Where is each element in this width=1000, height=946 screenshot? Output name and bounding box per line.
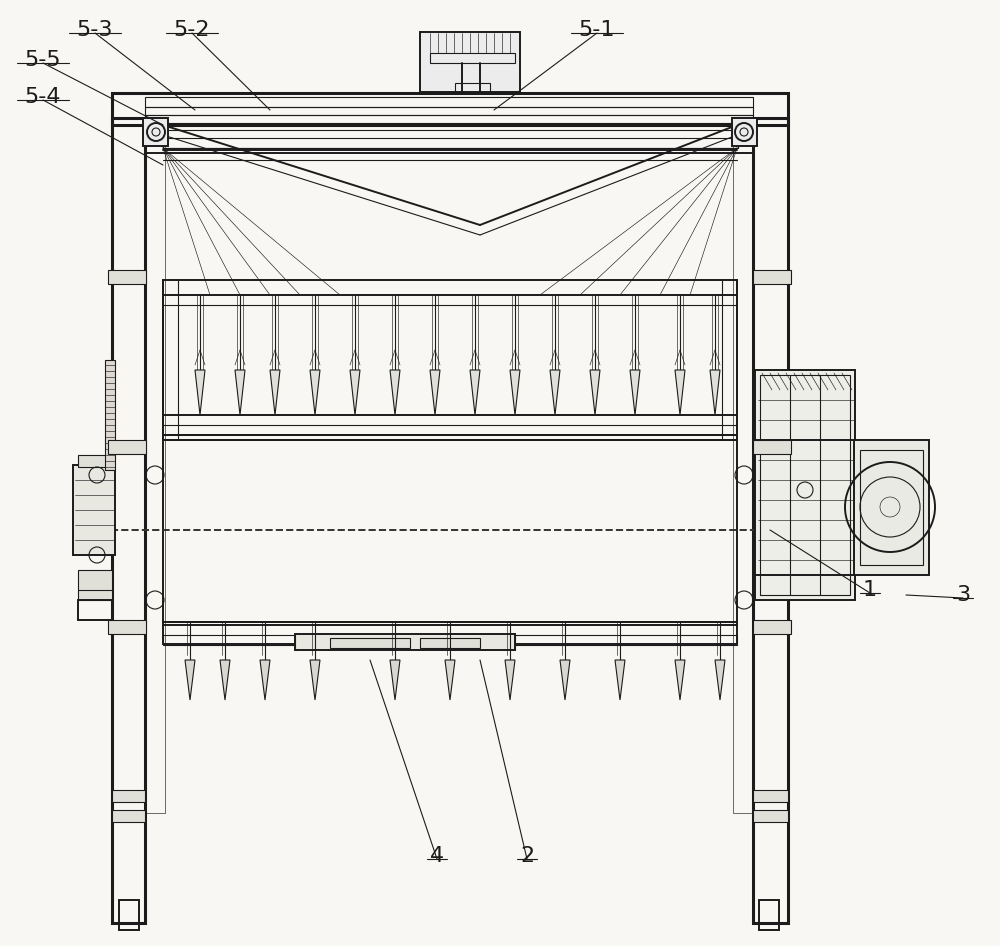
Text: 5-1: 5-1 bbox=[579, 20, 615, 40]
Bar bbox=[753, 440, 791, 454]
Bar bbox=[753, 790, 788, 802]
Polygon shape bbox=[260, 660, 270, 700]
Bar bbox=[753, 270, 791, 284]
Bar bbox=[112, 93, 788, 125]
Polygon shape bbox=[310, 370, 320, 415]
Polygon shape bbox=[445, 660, 455, 700]
Text: 5-3: 5-3 bbox=[77, 20, 113, 40]
Polygon shape bbox=[560, 660, 570, 700]
Bar bbox=[145, 107, 753, 115]
Bar bbox=[430, 53, 515, 63]
Bar bbox=[108, 270, 146, 284]
Polygon shape bbox=[675, 370, 685, 415]
Bar bbox=[145, 118, 165, 813]
Polygon shape bbox=[715, 660, 725, 700]
Polygon shape bbox=[220, 660, 230, 700]
Text: 2: 2 bbox=[520, 846, 534, 866]
Polygon shape bbox=[710, 370, 720, 415]
Polygon shape bbox=[310, 660, 320, 700]
Bar bbox=[163, 435, 737, 625]
Polygon shape bbox=[270, 370, 280, 415]
Bar bbox=[163, 130, 738, 148]
Polygon shape bbox=[615, 660, 625, 700]
Bar bbox=[753, 118, 788, 923]
Bar bbox=[420, 32, 520, 92]
Polygon shape bbox=[675, 660, 685, 700]
Bar bbox=[755, 370, 855, 600]
Text: 4: 4 bbox=[430, 846, 444, 866]
Polygon shape bbox=[505, 660, 515, 700]
Bar bbox=[112, 810, 145, 822]
Bar bbox=[145, 97, 753, 107]
Bar bbox=[143, 118, 168, 146]
Polygon shape bbox=[235, 370, 245, 415]
Polygon shape bbox=[390, 370, 400, 415]
Bar bbox=[420, 638, 480, 648]
Bar bbox=[455, 83, 490, 93]
Polygon shape bbox=[630, 370, 640, 415]
Text: 5-5: 5-5 bbox=[25, 50, 61, 70]
Bar bbox=[753, 810, 788, 822]
Bar bbox=[163, 635, 737, 645]
Bar bbox=[78, 455, 112, 467]
Bar bbox=[108, 440, 146, 454]
Bar bbox=[163, 138, 738, 148]
Polygon shape bbox=[470, 370, 480, 415]
Bar bbox=[759, 900, 779, 930]
Bar bbox=[760, 375, 850, 595]
Bar bbox=[73, 465, 115, 555]
Bar bbox=[78, 600, 112, 620]
Text: 5-4: 5-4 bbox=[25, 87, 61, 107]
Bar bbox=[145, 115, 753, 123]
Bar bbox=[112, 118, 145, 923]
Text: 5-2: 5-2 bbox=[174, 20, 210, 40]
Bar bbox=[108, 620, 146, 634]
Polygon shape bbox=[430, 370, 440, 415]
Bar bbox=[733, 118, 753, 813]
Bar bbox=[860, 450, 923, 565]
Bar bbox=[295, 634, 515, 650]
Text: 1: 1 bbox=[863, 580, 877, 600]
Bar bbox=[78, 570, 112, 600]
Text: 3: 3 bbox=[956, 585, 970, 605]
Bar bbox=[753, 620, 791, 634]
Bar bbox=[105, 360, 115, 470]
Polygon shape bbox=[195, 370, 205, 415]
Bar bbox=[330, 638, 410, 648]
Bar bbox=[119, 900, 139, 930]
Polygon shape bbox=[185, 660, 195, 700]
Bar bbox=[163, 622, 737, 644]
Polygon shape bbox=[510, 370, 520, 415]
Polygon shape bbox=[350, 370, 360, 415]
Bar bbox=[163, 280, 737, 440]
Polygon shape bbox=[390, 660, 400, 700]
Polygon shape bbox=[590, 370, 600, 415]
Bar bbox=[854, 440, 929, 575]
Polygon shape bbox=[550, 370, 560, 415]
Bar bbox=[145, 125, 753, 153]
Bar bbox=[112, 790, 145, 802]
Bar bbox=[732, 118, 757, 146]
